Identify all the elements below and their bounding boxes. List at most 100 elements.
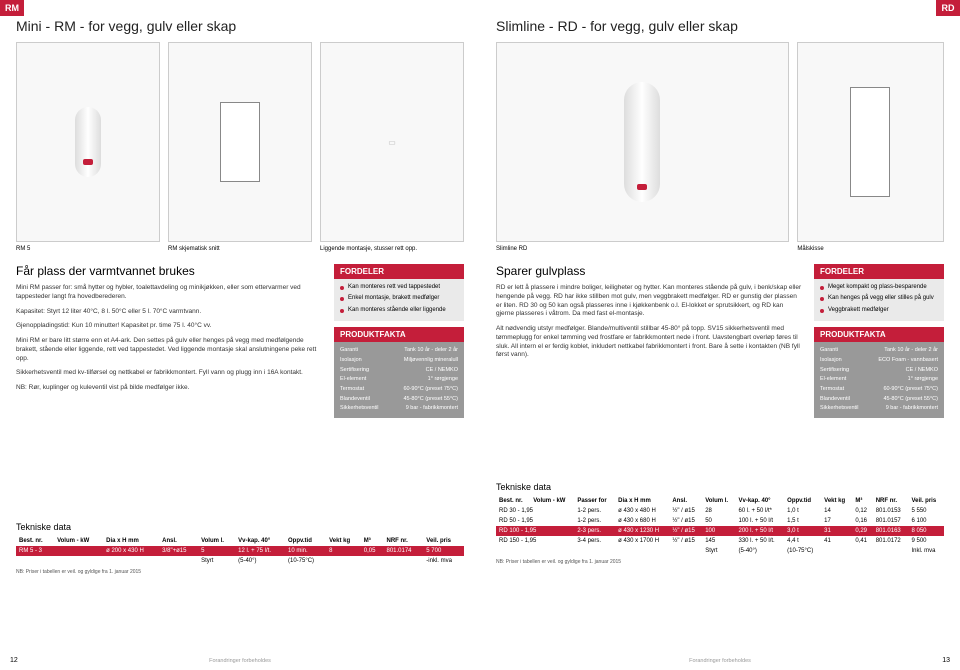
body-para: Kapasitet: Styrt 12 liter 40°C, 8 l. 50°…	[16, 308, 322, 317]
placeholder-icon: ▭	[388, 138, 396, 147]
bullet-item: Veggbrakett medfølger	[820, 306, 938, 314]
caption: Liggende montasje, stusser rett opp.	[320, 246, 464, 252]
caption: RM 5	[16, 246, 160, 252]
body-para: Alt nødvendig utstyr medfølger. Blande/m…	[496, 325, 802, 360]
td: 1-2 pers.	[574, 516, 615, 526]
fact-key: Sertifisering	[820, 367, 849, 375]
caption-row-left: RM 5 RM skjematisk snitt Liggende montas…	[16, 246, 464, 252]
fact-val: Tank 10 år - deler 2 år	[884, 347, 938, 355]
caption: RM skjematisk snitt	[168, 246, 312, 252]
table-row: RD 150 - 1,95 3-4 pers. ø 430 x 1700 H ½…	[496, 536, 944, 546]
fact-val: 45-80°C (preset 55°C)	[403, 396, 458, 404]
td: 801.0163	[873, 526, 909, 536]
td: 17	[821, 516, 852, 526]
td: RD 100 - 1,95	[496, 526, 574, 536]
table-row: RM 5 - 3 ø 200 x 430 H 3/8"+ø15 5 12 l. …	[16, 546, 464, 556]
fordeler-body: Kan monteres rett ved tappestedet Enkel …	[334, 279, 464, 321]
fact-key: Isolasjon	[340, 357, 362, 365]
schematic-drawing	[220, 102, 260, 182]
sidebar-right: FORDELER Meget kompakt og plass-besparen…	[814, 264, 944, 424]
th: Ansl.	[669, 496, 702, 506]
td: 1-2 pers.	[574, 506, 615, 516]
th: NRF nr.	[873, 496, 909, 506]
td: 28	[702, 506, 735, 516]
td: 4,4 t	[784, 536, 821, 546]
corner-badge-rm: RM	[0, 0, 24, 16]
fact-row: El-element1° rørgjenge	[340, 375, 458, 385]
tank-drawing	[75, 107, 101, 177]
forandringer-right: Forandringer forbeholdes	[689, 658, 751, 664]
body-para: Gjenoppladingstid: Kun 10 minutter! Kapa…	[16, 322, 322, 331]
text-col-right: Sparer gulvplass RD er lett å plassere i…	[496, 264, 802, 424]
nb-text: NB: Priser i tabellen er veil. og gyldig…	[496, 559, 621, 565]
fact-val: 60-90°C (preset 75°C)	[403, 386, 458, 394]
td: 2-3 pers.	[574, 526, 615, 536]
table-subrow: Styrt (5-40°) (10-75°C) Inkl. mva	[496, 546, 944, 556]
left-page: RM Mini - RM - for vegg, gulv eller skap…	[0, 0, 480, 670]
caption: Målskisse	[797, 246, 944, 252]
fact-row: Sikkerhetsventil9 bar - fabrikkmontert	[340, 404, 458, 414]
th: Volum - kW	[54, 536, 103, 546]
bullet-text: Veggbrakett medfølger	[828, 306, 889, 314]
page-number-left: 12	[10, 657, 18, 664]
td: 8	[326, 546, 361, 556]
td: 5 550	[909, 506, 945, 516]
td: 200 l. + 50 l/t	[736, 526, 785, 536]
bullet-text: Kan monteres rett ved tappestedet	[348, 283, 440, 291]
bullet-item: Kan monteres stående eller liggende	[340, 306, 458, 314]
td: 6 100	[909, 516, 945, 526]
td: 1,0 t	[784, 506, 821, 516]
body-text-right: RD er lett å plassere i mindre boliger, …	[496, 284, 802, 360]
bullet-text: Enkel montasje, brakett medfølger	[348, 294, 439, 302]
image-product-rm5	[16, 42, 160, 242]
bullet-item: Kan henges på vegg eller stilles på gulv	[820, 294, 938, 302]
caption: Slimline RD	[496, 246, 789, 252]
td: 14	[821, 506, 852, 516]
th: Volum l.	[198, 536, 235, 546]
fact-row: IsolasjonECO Foam - vannbasert	[820, 356, 938, 366]
fact-key: Garanti	[820, 347, 838, 355]
fact-key: Blandeventil	[340, 396, 370, 404]
bullet-item: Kan monteres rett ved tappestedet	[340, 283, 458, 291]
td: ø 200 x 430 H	[103, 546, 159, 556]
th: Volum l.	[702, 496, 735, 506]
footnote-left: NB: Priser i tabellen er veil. og gyldig…	[16, 569, 464, 575]
td: RD 50 - 1,95	[496, 516, 574, 526]
th: Oppv.tid	[285, 536, 326, 546]
th: Oppv.tid	[784, 496, 821, 506]
th: Dia x H mm	[103, 536, 159, 546]
caption-row-right: Slimline RD Målskisse	[496, 246, 944, 252]
td: ø 430 x 480 H	[615, 506, 669, 516]
fact-key: Garanti	[340, 347, 358, 355]
right-page: RD Slimline - RD - for vegg, gulv eller …	[480, 0, 960, 670]
td: 10 min.	[285, 546, 326, 556]
body-text-left: Mini RM passer for: små hytter og hybler…	[16, 284, 322, 393]
forandringer-left: Forandringer forbeholdes	[209, 658, 271, 664]
fact-val: CE / NEMKO	[906, 367, 938, 375]
tech-title-left: Tekniske data	[16, 522, 464, 532]
td: RD 150 - 1,95	[496, 536, 574, 546]
fact-key: Blandeventil	[820, 396, 850, 404]
fact-val: 45-80°C (preset 55°C)	[883, 396, 938, 404]
footnote-right: NB: Priser i tabellen er veil. og gyldig…	[496, 559, 944, 565]
image-dimensions-rd	[797, 42, 944, 242]
td: 3,0 t	[784, 526, 821, 536]
fact-key: Termostat	[340, 386, 364, 394]
td: 3/8"+ø15	[159, 546, 198, 556]
page-number-right: 13	[942, 657, 950, 664]
schematic-drawing	[850, 87, 890, 197]
td: 100	[702, 526, 735, 536]
sidebar-left: FORDELER Kan monteres rett ved tappested…	[334, 264, 464, 424]
td: 0,05	[361, 546, 384, 556]
fact-row: SertifiseringCE / NEMKO	[340, 366, 458, 376]
th: Vv-kap. 40°	[235, 536, 285, 546]
fact-row: GarantiTank 10 år - deler 2 år	[340, 346, 458, 356]
th: Ansl.	[159, 536, 198, 546]
th: M³	[852, 496, 872, 506]
td: 801.0174	[383, 546, 423, 556]
td: (5-40°)	[235, 556, 285, 566]
nb-text: NB: Priser i tabellen er veil. og gyldig…	[16, 569, 141, 575]
table-header-row: Best. nr. Volum - kW Passer for Dia x H …	[496, 496, 944, 506]
fordeler-body: Meget kompakt og plass-besparende Kan he…	[814, 279, 944, 321]
fact-row: Sertifisering CE / NEMKO	[820, 366, 938, 376]
